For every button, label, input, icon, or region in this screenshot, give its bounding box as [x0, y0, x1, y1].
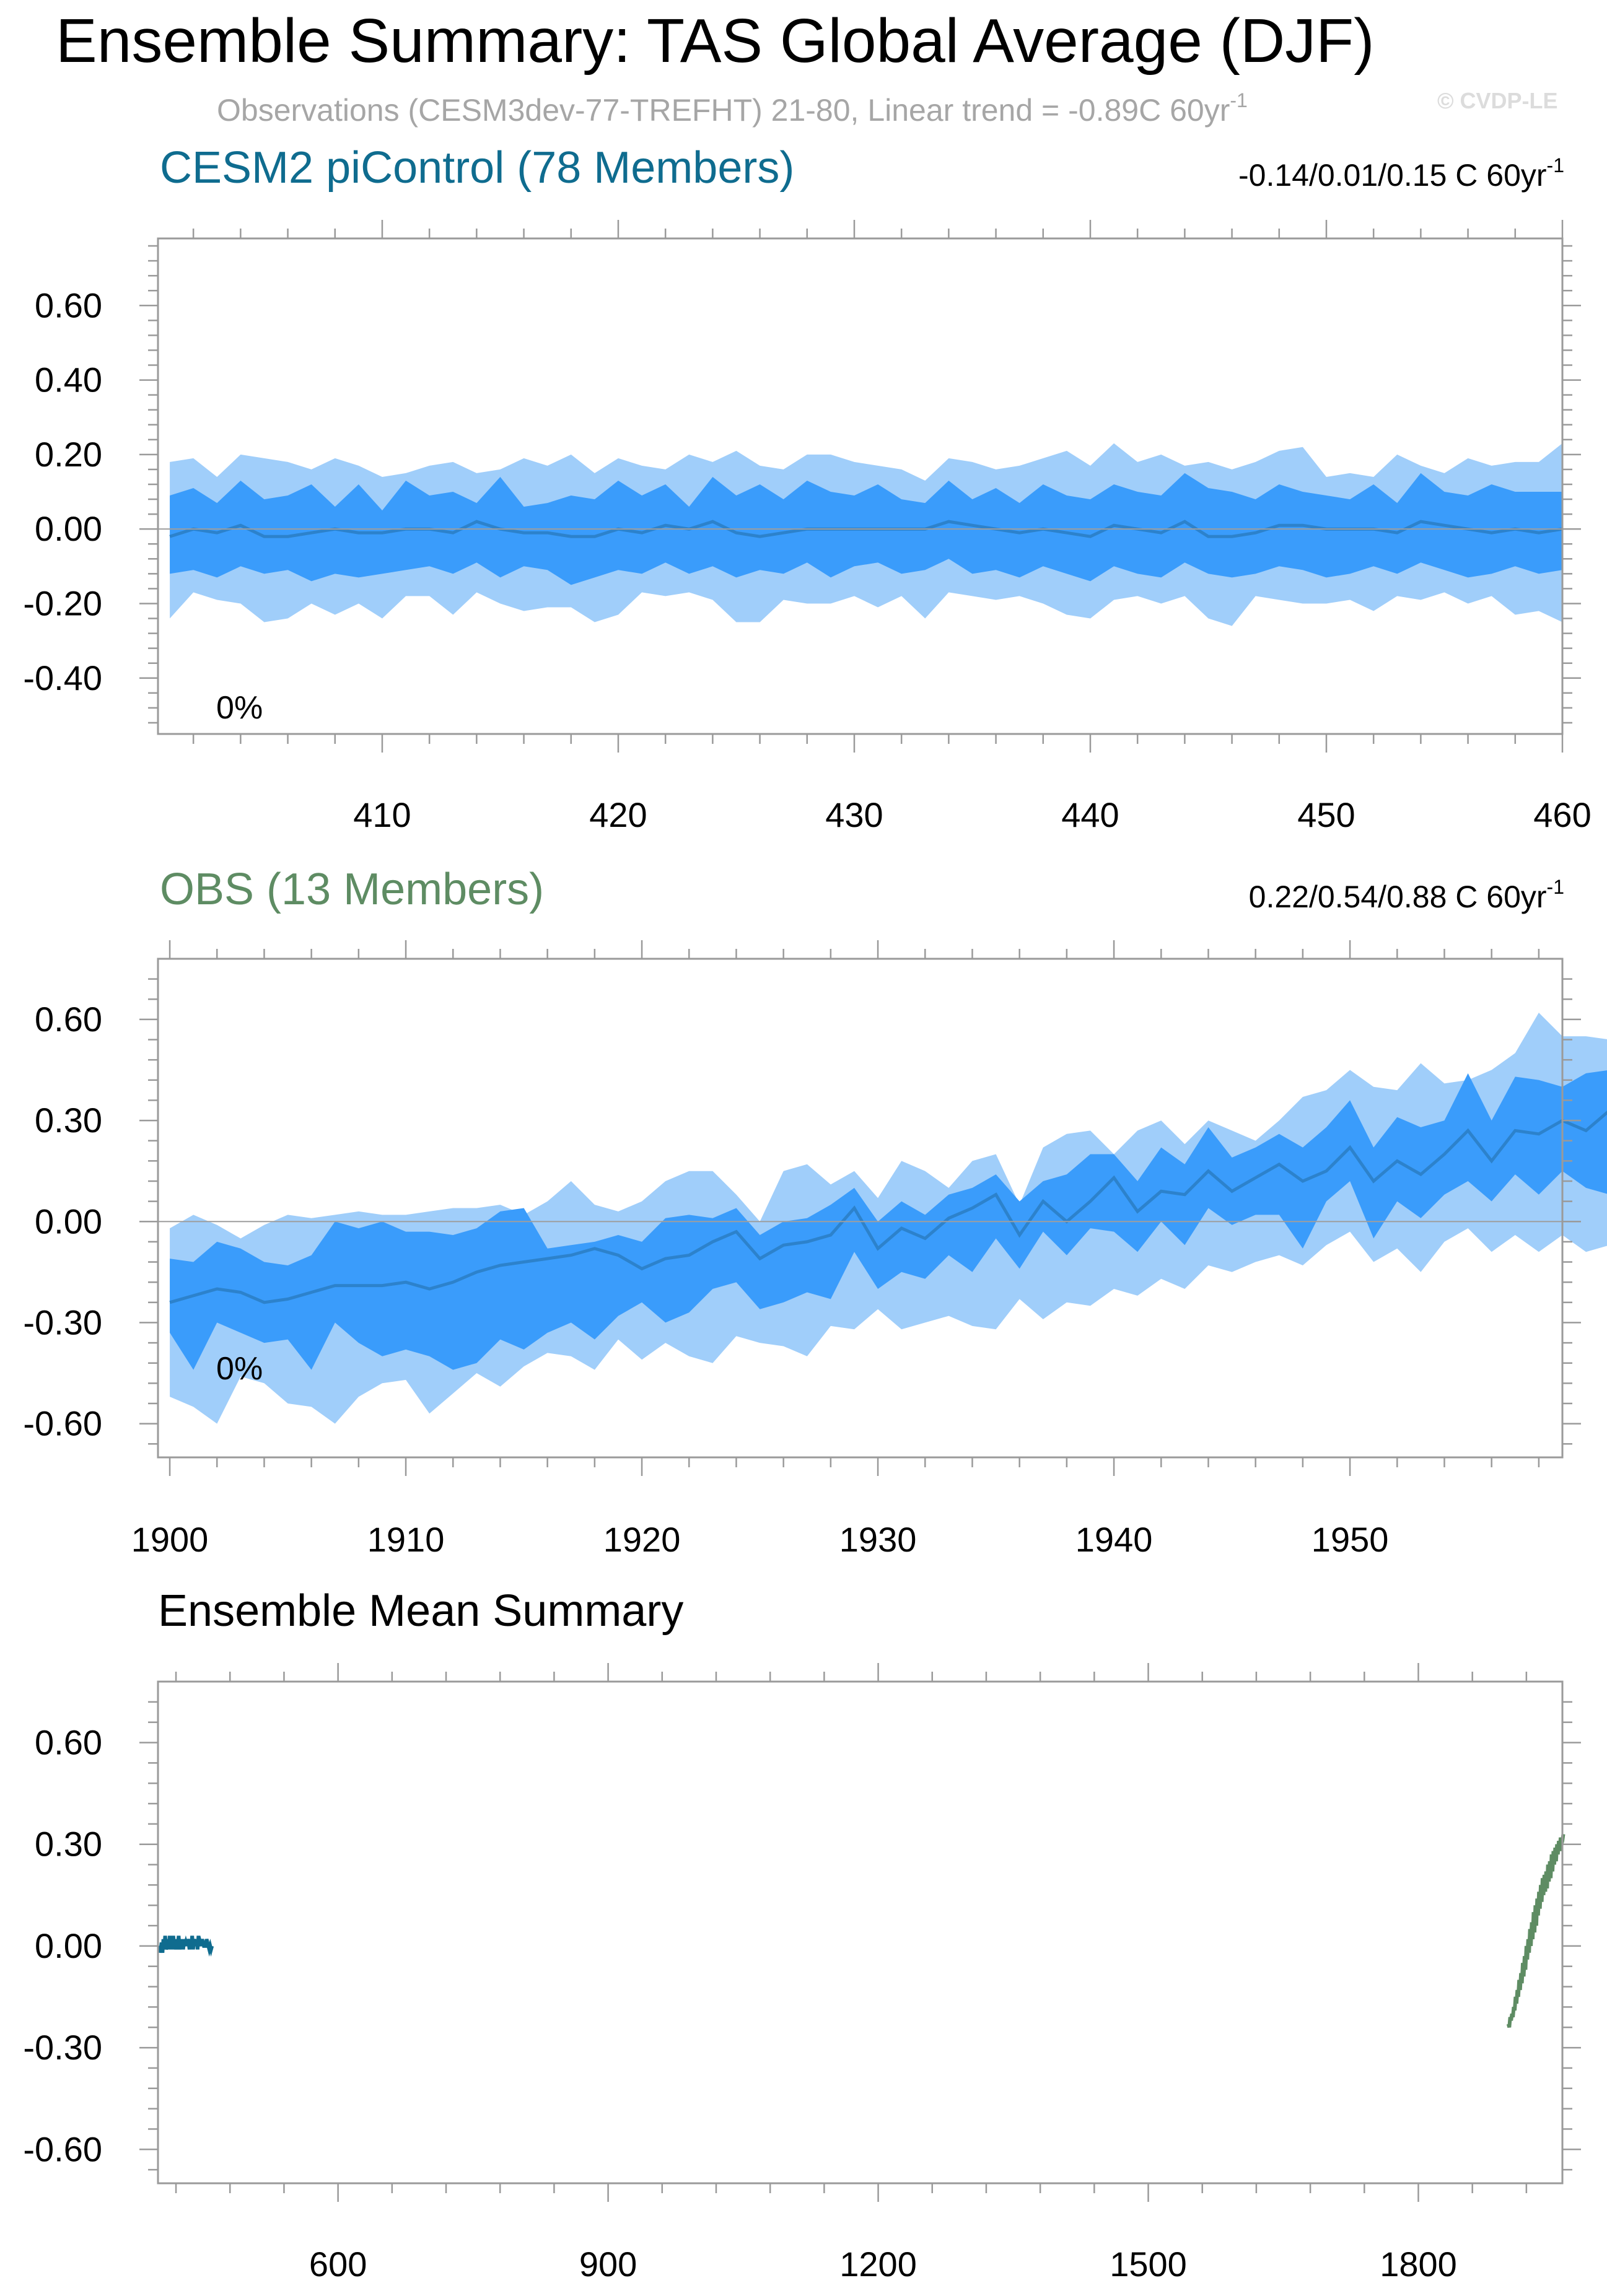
x-tick-label: 460: [1533, 795, 1591, 834]
y-tick-label: 0.30: [35, 1825, 102, 1864]
x-tick-label: 1950: [1311, 1520, 1389, 1559]
y-tick-label: 0.20: [35, 435, 102, 474]
panel-stats-text: -0.14/0.01/0.15 C 60yr: [1238, 158, 1547, 193]
x-tick-label: 430: [825, 795, 883, 834]
panel-stats: 0.22/0.54/0.88 C 60yr-1: [1249, 876, 1564, 914]
panel-stats: -0.14/0.01/0.15 C 60yr-1: [1238, 154, 1564, 193]
plot-frame: [157, 958, 1564, 1459]
panel-stats-sup: -1: [1547, 876, 1564, 898]
x-tick-label: 450: [1297, 795, 1355, 834]
chart-panel-top: CESM2 piControl (78 Members) -0.14/0.01/0…: [23, 143, 1591, 834]
y-tick-label: 0.00: [35, 509, 102, 548]
ensemble-mean-series-1: [1506, 1833, 1565, 2028]
y-tick-label: 0.60: [35, 1723, 102, 1762]
y-tick-label: 0.00: [35, 1202, 102, 1241]
chart-panel-middle: OBS (13 Members) 0.22/0.54/0.88 C 60yr-10…: [23, 865, 1607, 1559]
panel-title: CESM2 piControl (78 Members): [160, 143, 794, 193]
figure-subtitle: Observations (CESM3dev-77-TREFHT) 21-80,…: [217, 89, 1248, 128]
y-tick-label: 0.60: [35, 286, 102, 325]
copyright-label: © CVDP-LE: [1437, 88, 1558, 113]
y-tick-label: -0.30: [23, 1303, 102, 1342]
percent-annotation: 0%: [216, 690, 263, 726]
y-tick-label: 0.30: [35, 1101, 102, 1140]
x-tick-label: 1910: [367, 1520, 445, 1559]
x-tick-label: 1940: [1075, 1520, 1153, 1559]
figure-subtitle-text: Observations (CESM3dev-77-TREFHT) 21-80,…: [217, 93, 1230, 128]
x-tick-label: 1920: [603, 1520, 681, 1559]
panel-stats-sup: -1: [1547, 154, 1564, 177]
figure-subtitle-sup: -1: [1230, 89, 1247, 111]
figure-title: Ensemble Summary: TAS Global Average (DJ…: [56, 6, 1375, 76]
y-tick-label: -0.30: [23, 2028, 102, 2067]
y-tick-label: 0.60: [35, 1000, 102, 1039]
y-tick-label: -0.40: [23, 658, 102, 697]
x-tick-label: 1500: [1110, 2245, 1187, 2284]
y-tick-label: -0.60: [23, 1404, 102, 1443]
percent-annotation: 0%: [216, 1351, 263, 1387]
ensemble-mean-series-0: [157, 1935, 214, 1957]
chart-panel-bottom: Ensemble Mean Summary 0.60 0.30 0.00 -0.30 -0…: [23, 1586, 1581, 2284]
y-tick-label: 0.40: [35, 360, 102, 399]
plot-frame: [157, 1680, 1564, 2185]
x-tick-label: 1200: [839, 2245, 917, 2284]
x-tick-label: 1930: [839, 1520, 917, 1559]
x-tick-label: 410: [353, 795, 411, 834]
panel-stats-text: 0.22/0.54/0.88 C 60yr: [1249, 880, 1547, 914]
y-tick-label: 0.00: [35, 1926, 102, 1965]
x-tick-label: 1900: [131, 1520, 209, 1559]
inner-range-band: [170, 1070, 1607, 1370]
y-tick-label: -0.60: [23, 2129, 102, 2168]
x-tick-label: 420: [589, 795, 647, 834]
x-tick-label: 1800: [1380, 2245, 1457, 2284]
panel-title: Ensemble Mean Summary: [158, 1586, 683, 1636]
plot-frame: [157, 237, 1564, 735]
panel-title: OBS (13 Members): [160, 865, 544, 914]
x-tick-label: 900: [579, 2245, 637, 2284]
y-tick-label: -0.20: [23, 583, 102, 622]
x-tick-label: 600: [309, 2245, 367, 2284]
ensemble-mean-line: [169, 1111, 1607, 1304]
x-tick-label: 440: [1061, 795, 1119, 834]
